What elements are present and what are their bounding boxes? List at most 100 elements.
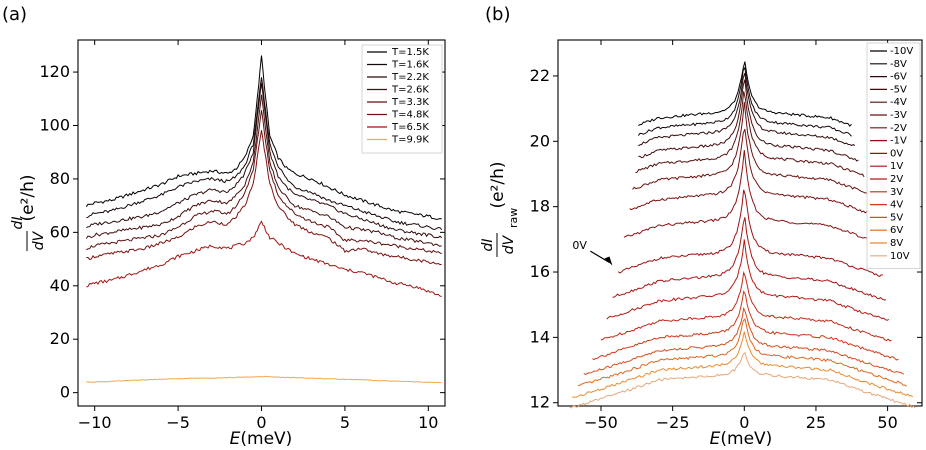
series-line-b--8V [637, 66, 852, 137]
series-line-a-T=3.3K [86, 110, 442, 255]
series-line-b-2V [606, 239, 890, 321]
series-line-a-T=2.2K [86, 82, 443, 239]
y-tick-label-b: 12 [530, 393, 550, 412]
annotation-text: 0V [572, 239, 587, 252]
series-line-a-T=1.5K [85, 55, 442, 220]
y-tick-label-a: 100 [39, 115, 70, 134]
x-axis-label-b: E(meV) [710, 429, 773, 449]
annotation-arrow [590, 250, 610, 263]
legend-entry-b: 2V [890, 174, 903, 185]
legend-entry-a: T=1.5K [391, 47, 429, 58]
legend-a: T=1.5K T=1.6KT=2.2K T=2.6KT=3.3K T=4.8KT=6.… [361, 44, 443, 154]
legend-entry-b: -8V [890, 59, 907, 70]
series-line-a-T=2.6K [85, 94, 442, 247]
series-line-b--3V [632, 101, 871, 194]
series-line-b-8V [572, 331, 914, 398]
legend-entry-b: -6V [890, 72, 907, 83]
plot-frame-b [557, 39, 923, 407]
svg-text:(e²/h): (e²/h) [488, 161, 508, 208]
series-line-b-3V [600, 270, 892, 342]
series-line-b--10V [638, 61, 852, 127]
legend-entry-b: 0V [890, 148, 903, 159]
legend-entry-b: -3V [890, 110, 907, 121]
series-group-b [569, 61, 916, 409]
series-line-b--2V [629, 128, 876, 217]
x-tick-label-b: −50 [584, 413, 618, 432]
legend-box-b [866, 42, 921, 270]
legend-entry-b: -4V [890, 97, 907, 108]
x-ticks-b: −50 −25 0 25 50 [584, 40, 898, 432]
series-line-b--1V [623, 149, 881, 244]
y-axis-label-b: dI dV raw (e²/h) [480, 161, 520, 257]
x-tick-label-b: 50 [877, 413, 897, 432]
legend-entry-b: -5V [890, 84, 907, 95]
x-tick-label-a: −10 [78, 413, 112, 432]
y-tick-label-a: 60 [50, 222, 70, 241]
series-line-b--5V [638, 79, 859, 162]
series-line-a-T=6.5K [86, 220, 442, 297]
series-line-b-0V [617, 189, 884, 277]
x-tick-label-a: 10 [418, 413, 438, 432]
series-line-a-T=9.9K [86, 375, 442, 384]
series-line-b--4V [635, 91, 865, 178]
x-tick-label-b: −25 [656, 413, 690, 432]
panel-a-label: (a) [2, 4, 27, 25]
y-tick-label-b: 16 [530, 262, 550, 281]
series-line-b-6V [578, 317, 907, 387]
legend-entry-b: -1V [890, 136, 907, 147]
legend-entry-b: 4V [890, 200, 903, 211]
legend-entry-b: 3V [890, 187, 903, 198]
annotation-0v: 0V [572, 239, 613, 266]
svg-text:(e²/h): (e²/h) [18, 174, 38, 221]
x-axis-label-a: E(meV) [230, 429, 293, 449]
y-tick-label-b: 20 [530, 131, 550, 150]
y-tick-label-a: 20 [50, 329, 70, 348]
y-axis-label-a: dI dV (e²/h) [10, 174, 47, 251]
legend-entry-b: 8V [890, 238, 903, 249]
panel-b-label: (b) [485, 4, 510, 25]
legend-entry-b: 1V [890, 161, 903, 172]
series-line-b-4V [592, 290, 899, 361]
svg-text:raw: raw [507, 208, 520, 228]
x-ticks-a: −10 −5 0 5 10 [78, 40, 438, 432]
legend-entry-b: 6V [890, 225, 903, 236]
y-tick-label-a: 40 [50, 276, 70, 295]
legend-entry-a: T=3.3K [391, 97, 429, 108]
y-tick-label-a: 0 [60, 383, 70, 402]
svg-text:dI: dI [10, 216, 26, 229]
y-ticks-a: 0 20 40 60 80 100 120 [39, 62, 445, 402]
series-line-b-10V [569, 351, 916, 409]
legend-entry-a: T=9.9K [391, 135, 429, 146]
legend-box-a [361, 44, 443, 154]
legend-entry-a: T=2.6K [391, 85, 429, 96]
svg-text:dI: dI [480, 238, 496, 251]
y-ticks-b: 12 14 16 18 20 22 [530, 66, 922, 412]
series-line-b-5V [583, 306, 904, 376]
legend-entry-b: 5V [890, 212, 903, 223]
x-tick-label-a: 0 [256, 413, 266, 432]
series-line-a-T=4.8K [86, 130, 442, 266]
legend-entry-b: -10V [890, 46, 913, 57]
svg-text:dV: dV [31, 230, 47, 250]
series-line-a-T=1.6K [86, 77, 443, 231]
chart-panel-b: −50 −25 0 25 50 12 14 16 18 20 22 -10V -8V -6V-5V -4… [480, 39, 923, 449]
legend-entry-a: T=2.2K [391, 72, 429, 83]
series-line-b-1V [612, 217, 886, 301]
legend-entry-b: 10V [890, 251, 910, 262]
x-tick-label-a: −5 [166, 413, 190, 432]
y-tick-label-a: 80 [50, 169, 70, 188]
legend-entry-b: -2V [890, 123, 907, 134]
legend-entry-a: T=6.5K [391, 122, 429, 133]
legend-entry-a: T=4.8K [391, 110, 429, 121]
svg-text:dV: dV [501, 234, 517, 254]
series-group-a [85, 55, 443, 384]
y-tick-label-b: 22 [530, 66, 550, 85]
y-tick-label-b: 18 [530, 197, 550, 216]
y-tick-label-b: 14 [530, 327, 550, 346]
x-tick-label-b: 25 [806, 413, 826, 432]
series-line-b--6V [638, 72, 856, 147]
x-tick-label-a: 5 [340, 413, 350, 432]
annotation-arrowhead [604, 256, 613, 266]
